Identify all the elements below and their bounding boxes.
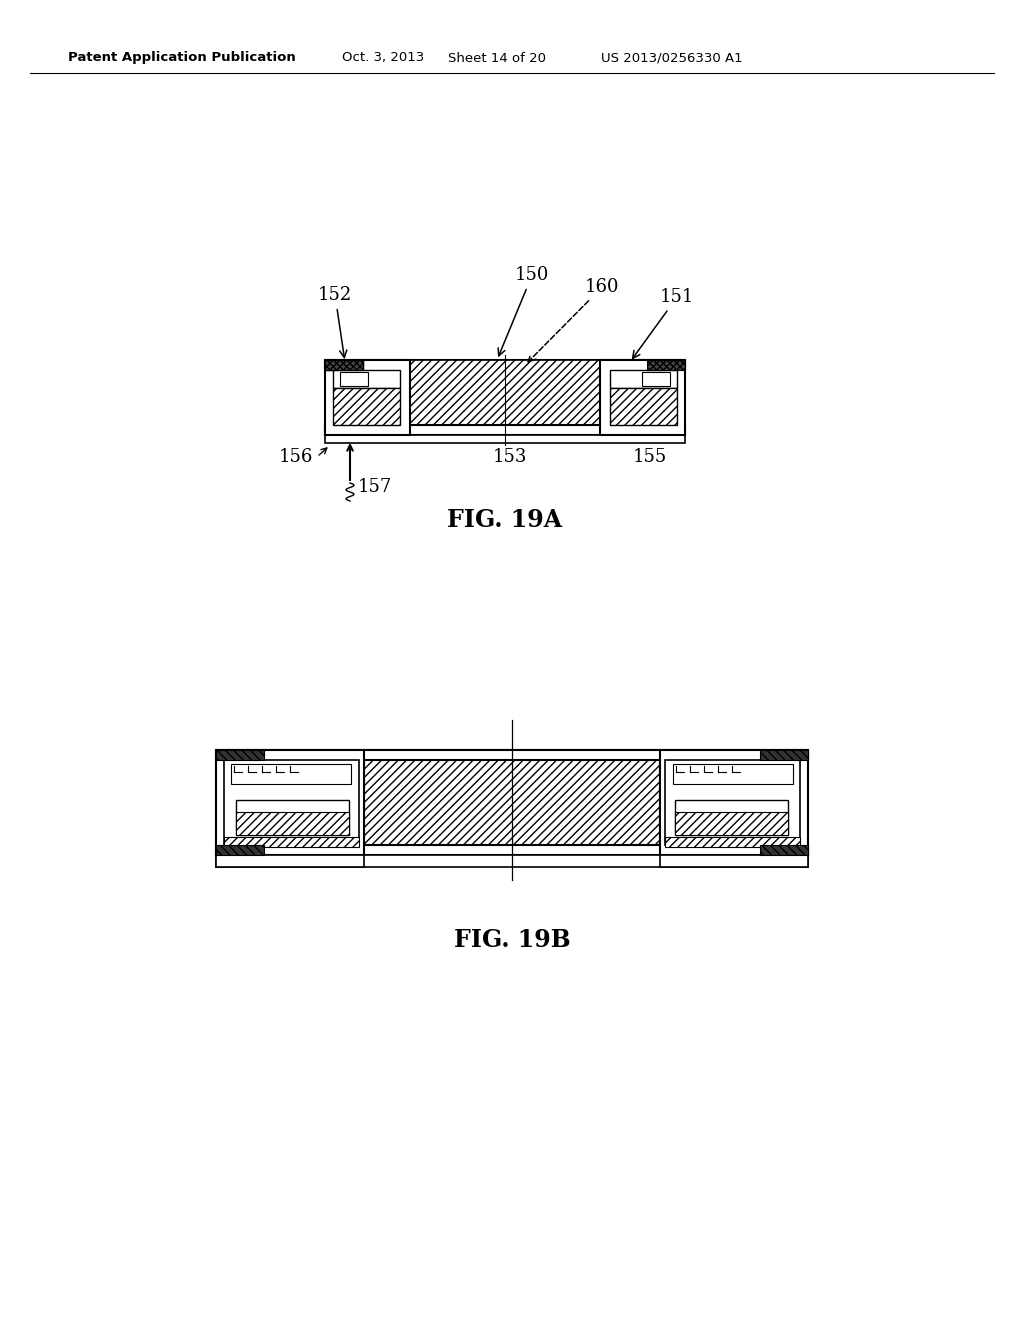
Text: 153: 153 xyxy=(493,447,527,466)
Bar xyxy=(224,837,359,847)
Bar xyxy=(364,750,660,855)
Bar xyxy=(325,360,362,370)
Text: 150: 150 xyxy=(498,267,549,356)
Text: 152: 152 xyxy=(317,286,352,358)
Bar xyxy=(216,750,264,760)
Text: 160: 160 xyxy=(528,279,620,362)
Bar xyxy=(410,360,600,436)
Bar xyxy=(216,750,808,760)
Bar xyxy=(673,764,793,784)
Bar xyxy=(642,372,670,385)
Bar xyxy=(660,750,808,855)
Bar xyxy=(325,360,362,370)
Bar xyxy=(610,388,677,425)
Bar xyxy=(660,855,808,867)
Bar xyxy=(216,845,264,855)
Bar xyxy=(325,360,685,370)
Bar xyxy=(675,800,788,836)
Bar xyxy=(610,370,677,388)
Bar xyxy=(325,436,685,444)
Bar xyxy=(760,750,808,760)
Text: 151: 151 xyxy=(633,288,694,358)
Bar xyxy=(340,372,368,385)
Bar xyxy=(224,760,359,845)
Bar xyxy=(216,855,364,867)
Text: 155: 155 xyxy=(633,447,667,466)
Text: US 2013/0256330 A1: US 2013/0256330 A1 xyxy=(601,51,742,65)
Bar xyxy=(647,360,685,370)
Bar xyxy=(216,855,808,867)
Bar xyxy=(236,812,349,836)
Text: 156: 156 xyxy=(279,447,313,466)
Bar xyxy=(216,750,364,855)
Bar xyxy=(325,360,362,370)
Bar xyxy=(600,360,685,436)
Bar xyxy=(231,764,351,784)
Text: 157: 157 xyxy=(358,478,392,496)
Bar xyxy=(675,812,788,836)
Bar xyxy=(333,370,400,388)
Text: Patent Application Publication: Patent Application Publication xyxy=(69,51,296,65)
Bar xyxy=(216,845,808,855)
Bar xyxy=(665,837,800,847)
Bar xyxy=(760,845,808,855)
Text: FIG. 19B: FIG. 19B xyxy=(454,928,570,952)
Bar xyxy=(665,760,800,845)
Text: FIG. 19A: FIG. 19A xyxy=(447,508,562,532)
Text: Oct. 3, 2013: Oct. 3, 2013 xyxy=(342,51,424,65)
Text: Sheet 14 of 20: Sheet 14 of 20 xyxy=(449,51,546,65)
Bar xyxy=(236,800,349,836)
Bar xyxy=(325,425,685,436)
Bar xyxy=(333,388,400,425)
Bar xyxy=(325,360,410,436)
